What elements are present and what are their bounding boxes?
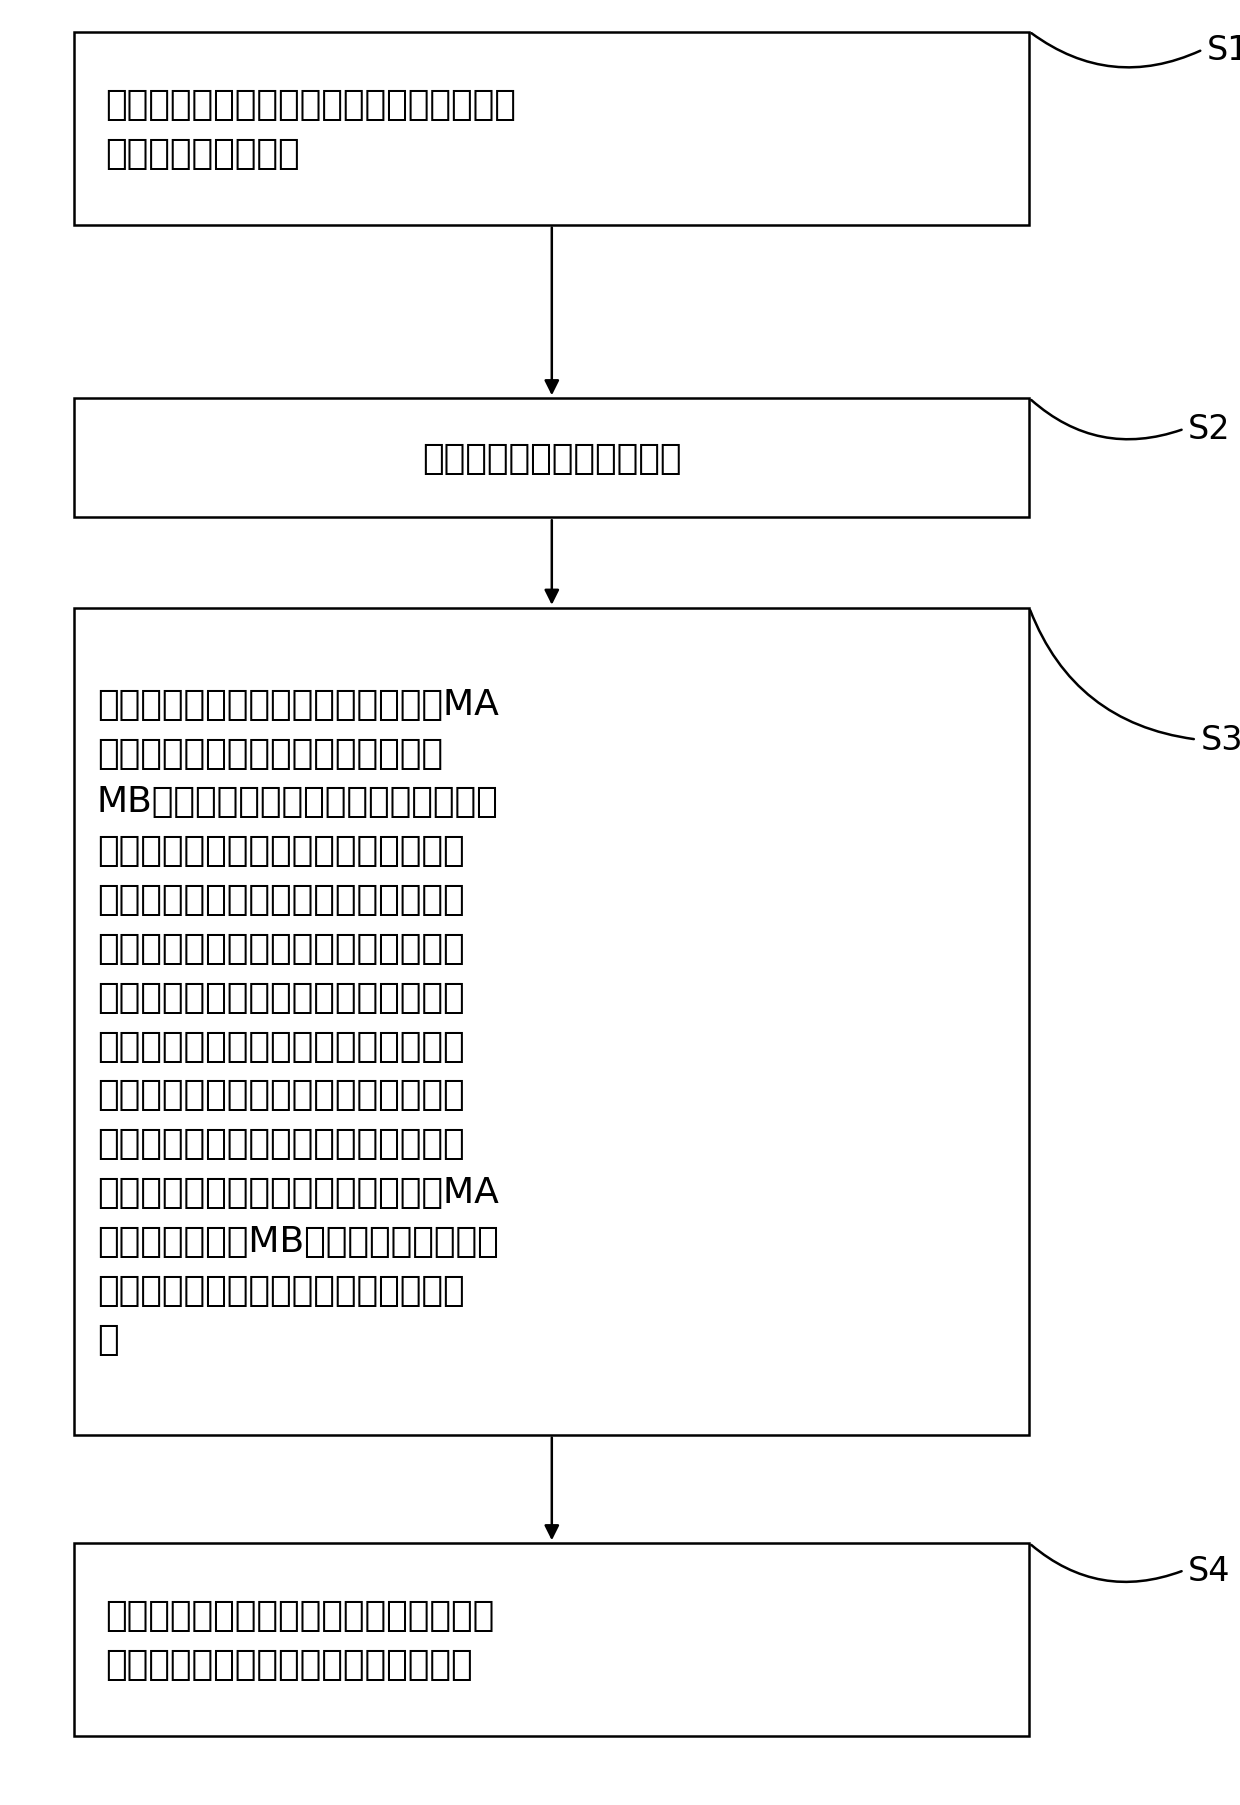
- Text: 倒铁水至运输车的铁水罐内: 倒铁水至运输车的铁水罐内: [422, 442, 682, 475]
- Bar: [74, 32, 1029, 226]
- Text: S2: S2: [1188, 413, 1230, 446]
- Text: 若显示在主显示器的数据到达预设的数据
时，发出声光报警，并停止装载加铁水: 若显示在主显示器的数据到达预设的数据 时，发出声光报警，并停止装载加铁水: [105, 1599, 495, 1680]
- Text: 基于第一称重装置所获取的称重数据MA
以及第二称重装置所获取的称重数据
MB，将两者作差并取绝对值，与预设的
最大铁水误差重量进行比对，若两者差
值的绝对值超过: 基于第一称重装置所获取的称重数据MA 以及第二称重装置所获取的称重数据 MB，将…: [97, 688, 498, 1356]
- Bar: [74, 608, 1029, 1435]
- Text: S4: S4: [1188, 1554, 1230, 1587]
- Bar: [74, 1543, 1029, 1736]
- Bar: [74, 399, 1029, 518]
- Text: S3: S3: [1200, 724, 1240, 756]
- Text: S1: S1: [1207, 34, 1240, 67]
- Text: 将运输车的所有车轮开嵌在钢轨中的称重装
置上并进行去皮操作: 将运输车的所有车轮开嵌在钢轨中的称重装 置上并进行去皮操作: [105, 88, 516, 170]
